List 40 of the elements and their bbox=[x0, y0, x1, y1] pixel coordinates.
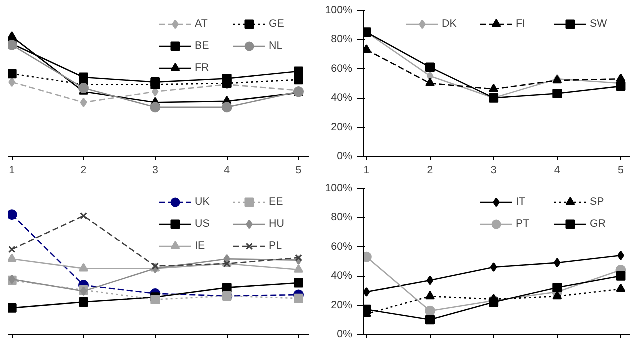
y-tick-label: 60% bbox=[331, 62, 354, 75]
x-tick-label: 3 bbox=[152, 164, 158, 176]
legend-label: SW bbox=[590, 18, 608, 30]
y-tick-label: 20% bbox=[331, 299, 354, 312]
x-tick-label: 4 bbox=[554, 164, 560, 176]
x-tick-label: 5 bbox=[296, 164, 302, 176]
legend-label: GR bbox=[590, 218, 607, 230]
legend-label: FI bbox=[516, 18, 526, 30]
legend-label: DK bbox=[442, 18, 458, 30]
x-tick-label: 3 bbox=[490, 164, 497, 176]
y-tick-label: 40% bbox=[331, 270, 354, 282]
y-tick-label: 100% bbox=[325, 182, 354, 194]
legend-label: IT bbox=[516, 196, 526, 208]
legend-label: BE bbox=[195, 40, 210, 52]
x-tick-label: 1 bbox=[364, 164, 370, 176]
legend-label: HU bbox=[269, 218, 286, 230]
legend-label: US bbox=[195, 218, 211, 230]
legend-label: IE bbox=[195, 240, 206, 252]
legend-label: GE bbox=[269, 18, 286, 30]
y-tick-label: 100% bbox=[325, 4, 354, 16]
legend-label: PT bbox=[516, 218, 531, 230]
y-tick-label: 80% bbox=[331, 34, 354, 46]
y-tick-label: 20% bbox=[331, 121, 354, 134]
legend-label: FR bbox=[195, 62, 210, 74]
legend-label: NL bbox=[269, 40, 284, 52]
x-tick-label: 2 bbox=[80, 164, 87, 176]
legend-label: PL bbox=[269, 240, 284, 252]
y-tick-label: 60% bbox=[331, 240, 354, 253]
legend-label: EE bbox=[269, 196, 284, 208]
y-tick-label: 0% bbox=[337, 150, 354, 162]
x-tick-label: 2 bbox=[427, 164, 434, 176]
y-tick-label: 40% bbox=[331, 92, 354, 104]
y-tick-label: 0% bbox=[337, 328, 354, 340]
x-tick-label: 1 bbox=[9, 164, 16, 176]
legend-label: SP bbox=[590, 196, 606, 208]
x-tick-label: 5 bbox=[618, 164, 624, 176]
legend-label: UK bbox=[195, 196, 211, 208]
x-tick-label: 4 bbox=[224, 164, 230, 176]
legend-label: AT bbox=[195, 18, 209, 30]
y-tick-label: 80% bbox=[331, 212, 354, 224]
